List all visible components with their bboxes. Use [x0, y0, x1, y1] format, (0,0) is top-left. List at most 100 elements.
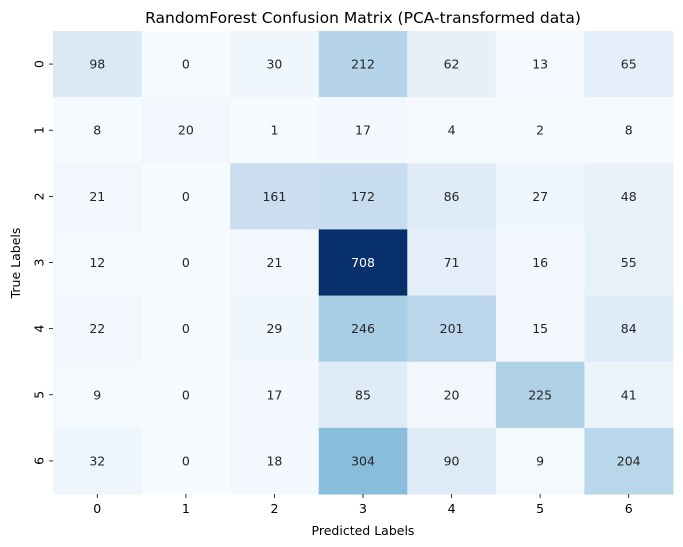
cell-value-3-3: 708 — [351, 255, 375, 270]
x-axis-ticks: 0 1 2 3 4 5 6 — [93, 494, 633, 516]
heatmap-cell-1-3 — [318, 97, 408, 164]
heatmap-cell-3-6 — [584, 229, 674, 297]
heatmap-cell-3-2 — [230, 229, 320, 297]
cell-value-0-6: 65 — [621, 57, 637, 72]
cell-value-3-2: 21 — [266, 255, 282, 270]
y-tick-label-5: 5 — [32, 391, 47, 399]
y-tick-label-6: 6 — [32, 457, 47, 465]
heatmap-cell-6-1 — [141, 427, 231, 495]
heatmap-cell-2-5 — [495, 163, 585, 230]
cell-value-4-5: 15 — [532, 321, 548, 336]
heatmap-cell-4-4 — [407, 295, 497, 363]
heatmap-cell-4-6 — [584, 295, 674, 363]
cell-value-5-2: 17 — [266, 387, 282, 402]
x-tick-label-3: 3 — [359, 501, 367, 516]
heatmap-cell-6-5 — [495, 427, 585, 495]
heatmap-cell-0-3 — [318, 31, 408, 98]
cell-value-5-5: 225 — [528, 387, 552, 402]
cell-value-0-5: 13 — [532, 57, 548, 72]
heatmap-cells — [53, 31, 674, 495]
cell-value-6-3: 304 — [351, 453, 375, 468]
cell-value-1-5: 2 — [536, 123, 544, 138]
heatmap-cell-5-0 — [53, 361, 143, 429]
heatmap-cell-6-4 — [407, 427, 497, 495]
y-tick-label-0: 0 — [32, 60, 47, 68]
cell-value-1-2: 1 — [270, 123, 278, 138]
heatmap-cell-0-0 — [53, 31, 143, 98]
x-tick-label-5: 5 — [536, 501, 544, 516]
x-tick-label-0: 0 — [93, 501, 101, 516]
heatmap-cell-0-2 — [230, 31, 320, 98]
cell-value-4-0: 22 — [89, 321, 105, 336]
cell-value-3-6: 55 — [621, 255, 637, 270]
heatmap-cell-3-0 — [53, 229, 143, 297]
heatmap-cell-2-6 — [584, 163, 674, 230]
heatmap-cell-5-6 — [584, 361, 674, 429]
cell-value-4-3: 246 — [351, 321, 375, 336]
heatmap-cell-2-4 — [407, 163, 497, 230]
cell-value-5-1: 0 — [182, 387, 190, 402]
cell-value-1-4: 4 — [448, 123, 456, 138]
cell-value-6-5: 9 — [536, 453, 544, 468]
chart-title: RandomForest Confusion Matrix (PCA-trans… — [145, 9, 581, 27]
heatmap-cell-0-4 — [407, 31, 497, 98]
cell-value-1-6: 8 — [625, 123, 633, 138]
cell-value-0-3: 212 — [351, 57, 375, 72]
cell-value-6-2: 18 — [266, 453, 282, 468]
cell-value-5-0: 9 — [93, 387, 101, 402]
heatmap-cell-4-3 — [318, 295, 408, 363]
cell-value-4-4: 201 — [440, 321, 464, 336]
cell-value-5-3: 85 — [355, 387, 371, 402]
y-tick-label-3: 3 — [32, 259, 47, 267]
heatmap-cell-6-6 — [584, 427, 674, 495]
heatmap-cell-6-3 — [318, 427, 408, 495]
cell-value-2-3: 172 — [351, 189, 375, 204]
cell-value-3-5: 16 — [532, 255, 548, 270]
cell-value-3-1: 0 — [182, 255, 190, 270]
heatmap-cell-1-0 — [53, 97, 143, 164]
cell-value-4-1: 0 — [182, 321, 190, 336]
x-tick-label-6: 6 — [625, 501, 633, 516]
cell-value-0-0: 98 — [89, 57, 105, 72]
heatmap-cell-2-2 — [230, 163, 320, 230]
x-tick-label-4: 4 — [448, 501, 456, 516]
heatmap-cell-0-1 — [141, 31, 231, 98]
cell-value-3-0: 12 — [89, 255, 105, 270]
x-tick-label-2: 2 — [270, 501, 278, 516]
heatmap-cell-6-2 — [230, 427, 320, 495]
cell-value-0-2: 30 — [266, 57, 282, 72]
heatmap-cell-5-4 — [407, 361, 497, 429]
heatmap-cell-4-1 — [141, 295, 231, 363]
heatmap-cell-4-0 — [53, 295, 143, 363]
heatmap-cell-5-1 — [141, 361, 231, 429]
x-axis-label: Predicted Labels — [312, 523, 415, 538]
cell-value-2-4: 86 — [444, 189, 460, 204]
cell-value-3-4: 71 — [444, 255, 460, 270]
cell-value-6-4: 90 — [444, 453, 460, 468]
cell-value-1-0: 8 — [93, 123, 101, 138]
heatmap-cell-2-0 — [53, 163, 143, 230]
heatmap-cell-0-6 — [584, 31, 674, 98]
heatmap-cell-1-6 — [584, 97, 674, 164]
cell-value-6-6: 204 — [617, 453, 641, 468]
cell-value-5-4: 20 — [444, 387, 460, 402]
cell-value-6-1: 0 — [182, 453, 190, 468]
cell-value-4-6: 84 — [621, 321, 637, 336]
heatmap-cell-3-3 — [318, 229, 408, 297]
heatmap-cell-5-3 — [318, 361, 408, 429]
heatmap-cell-2-3 — [318, 163, 408, 230]
cell-value-2-0: 21 — [89, 189, 105, 204]
cell-annotations: 98 0 30 212 62 13 658 20 1 17 4 2 821 0 161 172 86 27 4812… — [89, 57, 640, 469]
heatmap-cell-3-1 — [141, 229, 231, 297]
heatmap-cell-5-2 — [230, 361, 320, 429]
heatmap-cell-3-4 — [407, 229, 497, 297]
cell-value-2-5: 27 — [532, 189, 548, 204]
heatmap-cell-1-2 — [230, 97, 320, 164]
cell-value-2-2: 161 — [262, 189, 286, 204]
heatmap-cell-0-5 — [495, 31, 585, 98]
heatmap-cell-4-5 — [495, 295, 585, 363]
cell-value-0-4: 62 — [444, 57, 460, 72]
cell-value-0-1: 0 — [182, 57, 190, 72]
y-tick-label-1: 1 — [32, 126, 47, 134]
